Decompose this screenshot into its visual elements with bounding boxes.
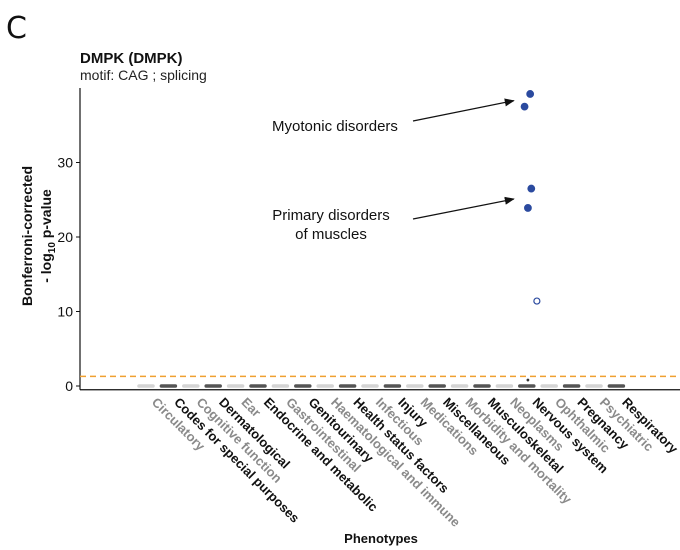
- data-point: [527, 184, 536, 193]
- annotation-arrow: [412, 98, 515, 122]
- data-point: [524, 204, 532, 212]
- y-axis-label: Bonferroni-corrected - log10 p-value: [19, 166, 58, 306]
- y-tick-label: 10: [57, 304, 73, 320]
- data-points: [520, 90, 541, 382]
- data-point: [533, 297, 541, 305]
- annotation-label: of muscles: [295, 226, 367, 243]
- data-point: [526, 90, 535, 98]
- x-axis-label: Phenotypes: [344, 531, 418, 546]
- annotations: Myotonic disorders Primary disorders of mu…: [272, 98, 515, 243]
- y-axis: 0 10 20 30: [57, 88, 81, 394]
- chart-title: DMPK (DMPK): [80, 50, 183, 67]
- annotation-label: Myotonic disorders: [272, 118, 398, 135]
- y-tick-label: 0: [65, 378, 73, 394]
- chart-subtitle: motif: CAG ; splicing: [80, 67, 207, 83]
- y-tick-label: 30: [57, 155, 73, 171]
- y-tick-label: 20: [57, 229, 73, 245]
- data-point: [520, 102, 529, 111]
- panel-letter: C: [6, 11, 27, 46]
- annotation-label: Primary disorders: [272, 207, 390, 224]
- y-axis-label-line2: - log10 p-value: [38, 189, 58, 283]
- y-axis-label-line1: Bonferroni-corrected: [19, 166, 35, 306]
- data-point: [526, 378, 530, 382]
- annotation-arrow: [412, 196, 515, 220]
